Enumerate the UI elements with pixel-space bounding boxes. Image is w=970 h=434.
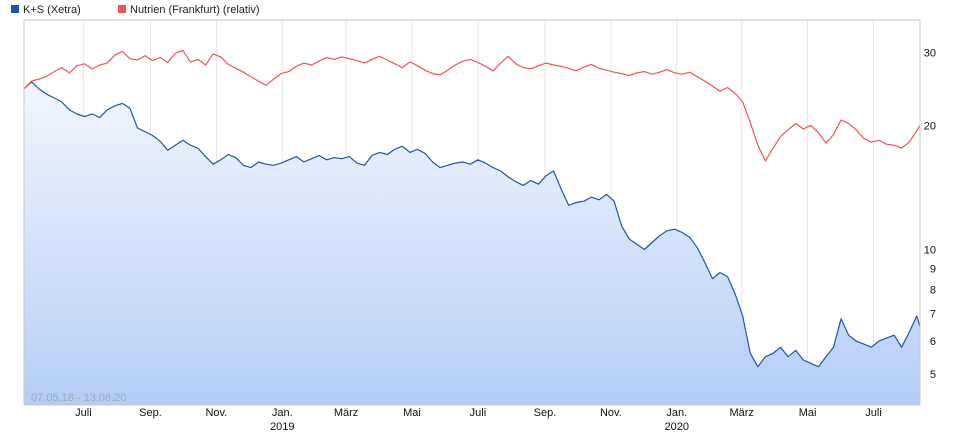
y-axis-ticks: 30 20 10 9 8 7 6 5 xyxy=(924,48,936,381)
x-tick-label-6: Juli xyxy=(470,407,487,419)
y-tick-label-4: 8 xyxy=(930,285,936,297)
x-tick-label-4: März xyxy=(334,407,358,419)
y-tick-label-1: 20 xyxy=(924,120,936,132)
series-line-0 xyxy=(24,81,920,368)
x-tick-label-12: Juli xyxy=(865,407,882,419)
x-tick-label-0: Juli xyxy=(75,407,92,419)
y-tick-label-7: 5 xyxy=(930,369,936,381)
x-tick-label-9: Jan. xyxy=(666,407,687,419)
x-tick-label-7: Sep. xyxy=(534,407,557,419)
x-axis-ticks: Juli Sep. Nov. Jan. 2019 März Mai Juli Sep. Nov. J… xyxy=(75,407,882,433)
x-tick-label-5: Mai xyxy=(403,407,421,419)
y-tick-label-5: 7 xyxy=(930,308,936,320)
x-tick-label-1: Sep. xyxy=(139,407,162,419)
x-tick-year-9: 2020 xyxy=(665,421,689,433)
legend-label-ks: K+S (Xetra) xyxy=(23,4,81,16)
x-tick-label-10: März xyxy=(729,407,753,419)
series-layer xyxy=(24,49,920,405)
x-tick-label-3: Jan. xyxy=(272,407,293,419)
x-tick-label-2: Nov. xyxy=(205,407,227,419)
plot-frame xyxy=(23,19,921,406)
legend-swatch-nutrien xyxy=(118,5,126,13)
x-tick-year-3: 2019 xyxy=(270,421,294,433)
x-tick-label-11: Mai xyxy=(799,407,817,419)
x-tick-label-8: Nov. xyxy=(600,407,622,419)
legend-swatch-ks xyxy=(11,5,19,13)
y-tick-label-0: 30 xyxy=(924,48,936,60)
series-area-0 xyxy=(24,81,920,405)
plot-area xyxy=(23,19,921,406)
y-tick-label-6: 6 xyxy=(930,336,936,348)
y-tick-label-2: 10 xyxy=(924,245,936,257)
y-tick-label-3: 9 xyxy=(930,263,936,275)
legend: K+S (Xetra) Nutrien (Frankfurt) (relativ… xyxy=(11,4,260,16)
series-line-1 xyxy=(24,49,920,162)
legend-label-nutrien: Nutrien (Frankfurt) (relativ) xyxy=(130,4,260,16)
date-range-label: 07.05.18 - 13.08.20 xyxy=(31,392,126,404)
